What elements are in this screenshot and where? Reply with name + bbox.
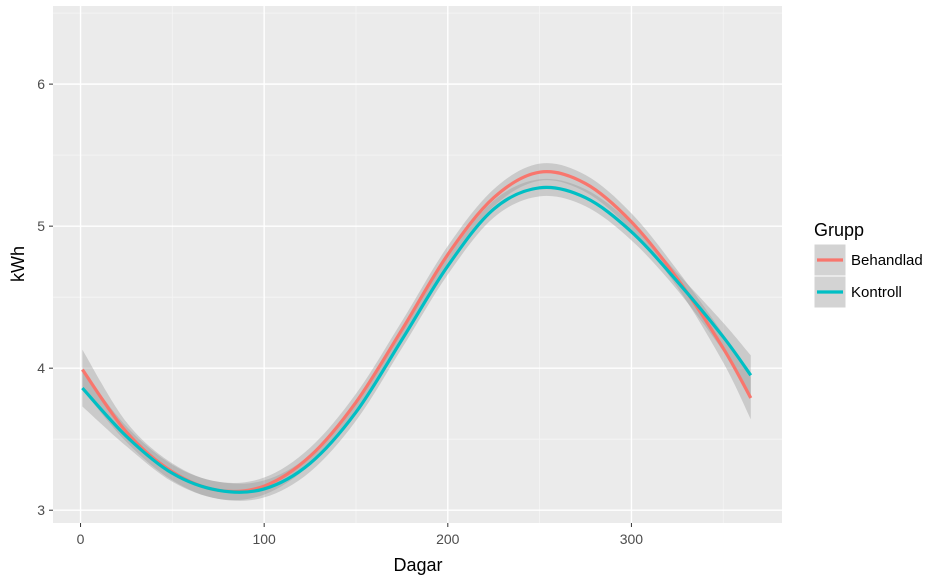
x-tick-label: 0 bbox=[77, 531, 85, 547]
minor-gridlines bbox=[53, 6, 782, 523]
x-tick-label: 100 bbox=[252, 531, 276, 547]
line-kontroll bbox=[81, 185, 753, 494]
legend-label-behandlad: Behandlad bbox=[851, 252, 923, 269]
y-axis: 3 4 5 6 bbox=[37, 76, 53, 518]
y-tick-label: 3 bbox=[37, 502, 45, 518]
legend-label-kontroll: Kontroll bbox=[851, 284, 902, 301]
legend: Grupp Behandlad Kontroll bbox=[813, 220, 923, 309]
legend-title: Grupp bbox=[814, 220, 864, 240]
y-axis-title: kWh bbox=[8, 246, 28, 282]
y-tick-label: 6 bbox=[37, 76, 45, 92]
y-tick-label: 4 bbox=[37, 360, 45, 376]
series-lines bbox=[81, 170, 753, 494]
x-axis: 0 100 200 300 bbox=[77, 523, 644, 547]
x-axis-title: Dagar bbox=[393, 555, 442, 575]
x-tick-label: 200 bbox=[436, 531, 460, 547]
x-tick-label: 300 bbox=[620, 531, 644, 547]
y-tick-label: 5 bbox=[37, 218, 45, 234]
